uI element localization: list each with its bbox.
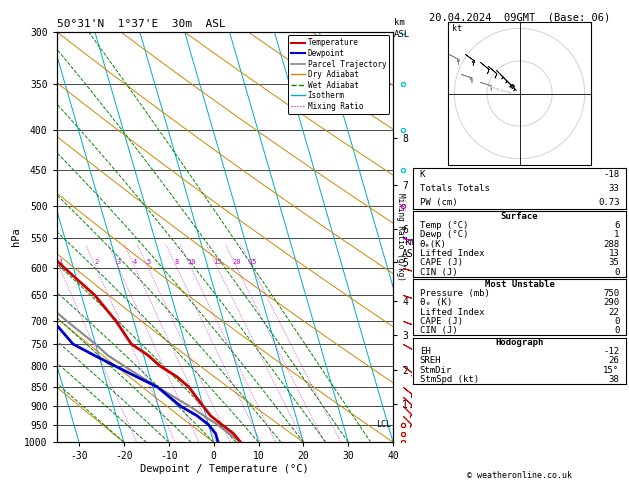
Text: km: km: [394, 17, 404, 27]
Text: Mixing Ratio (g/kg): Mixing Ratio (g/kg): [396, 193, 406, 281]
Text: 20: 20: [233, 259, 242, 264]
Text: 290: 290: [603, 298, 620, 307]
Text: 22: 22: [609, 308, 620, 316]
Text: 2: 2: [94, 259, 98, 264]
Text: 33: 33: [609, 184, 620, 193]
Text: EH: EH: [420, 347, 430, 356]
Text: -18: -18: [603, 170, 620, 179]
Text: Most Unstable: Most Unstable: [484, 279, 555, 289]
Text: 288: 288: [603, 240, 620, 249]
Text: K: K: [420, 170, 425, 179]
Text: 1: 1: [614, 230, 620, 239]
Text: CAPE (J): CAPE (J): [420, 259, 463, 267]
Text: Lifted Index: Lifted Index: [420, 308, 484, 316]
Text: Temp (°C): Temp (°C): [420, 221, 468, 230]
X-axis label: Dewpoint / Temperature (°C): Dewpoint / Temperature (°C): [140, 464, 309, 474]
Text: 0: 0: [614, 317, 620, 326]
Text: Totals Totals: Totals Totals: [420, 184, 489, 193]
Legend: Temperature, Dewpoint, Parcel Trajectory, Dry Adiabat, Wet Adiabat, Isotherm, Mi: Temperature, Dewpoint, Parcel Trajectory…: [287, 35, 389, 114]
Text: 50°31'N  1°37'E  30m  ASL: 50°31'N 1°37'E 30m ASL: [57, 19, 225, 30]
Text: kt: kt: [452, 24, 462, 33]
Y-axis label: km
ASL: km ASL: [402, 237, 420, 259]
Text: CAPE (J): CAPE (J): [420, 317, 463, 326]
Text: θₑ (K): θₑ (K): [420, 298, 452, 307]
Text: 6: 6: [614, 221, 620, 230]
Text: 0: 0: [614, 268, 620, 277]
Text: 5: 5: [146, 259, 150, 264]
Text: Surface: Surface: [501, 211, 538, 221]
Text: 1: 1: [58, 259, 62, 264]
Text: StmDir: StmDir: [420, 365, 452, 375]
Text: 0: 0: [614, 326, 620, 335]
Text: 35: 35: [609, 259, 620, 267]
Text: 20.04.2024  09GMT  (Base: 06): 20.04.2024 09GMT (Base: 06): [429, 12, 610, 22]
Text: -12: -12: [603, 347, 620, 356]
Text: CIN (J): CIN (J): [420, 268, 457, 277]
Text: θₑ(K): θₑ(K): [420, 240, 447, 249]
Text: StmSpd (kt): StmSpd (kt): [420, 375, 479, 384]
Text: 15: 15: [213, 259, 222, 264]
Text: PW (cm): PW (cm): [420, 198, 457, 207]
Text: 750: 750: [603, 289, 620, 298]
Text: ASL: ASL: [394, 30, 410, 39]
Text: 26: 26: [609, 356, 620, 365]
Text: 10: 10: [187, 259, 196, 264]
Text: © weatheronline.co.uk: © weatheronline.co.uk: [467, 471, 572, 480]
Text: 25: 25: [248, 259, 257, 264]
Text: 38: 38: [609, 375, 620, 384]
Text: 0.73: 0.73: [598, 198, 620, 207]
Text: CIN (J): CIN (J): [420, 326, 457, 335]
Text: 8: 8: [175, 259, 179, 264]
Text: Hodograph: Hodograph: [496, 338, 543, 347]
Text: Dewp (°C): Dewp (°C): [420, 230, 468, 239]
Text: 13: 13: [609, 249, 620, 258]
Text: Lifted Index: Lifted Index: [420, 249, 484, 258]
Y-axis label: hPa: hPa: [11, 227, 21, 246]
Text: SREH: SREH: [420, 356, 441, 365]
Text: 15°: 15°: [603, 365, 620, 375]
Text: LCL: LCL: [376, 420, 391, 429]
Text: 3: 3: [116, 259, 121, 264]
Text: Pressure (mb): Pressure (mb): [420, 289, 489, 298]
Text: 4: 4: [133, 259, 137, 264]
